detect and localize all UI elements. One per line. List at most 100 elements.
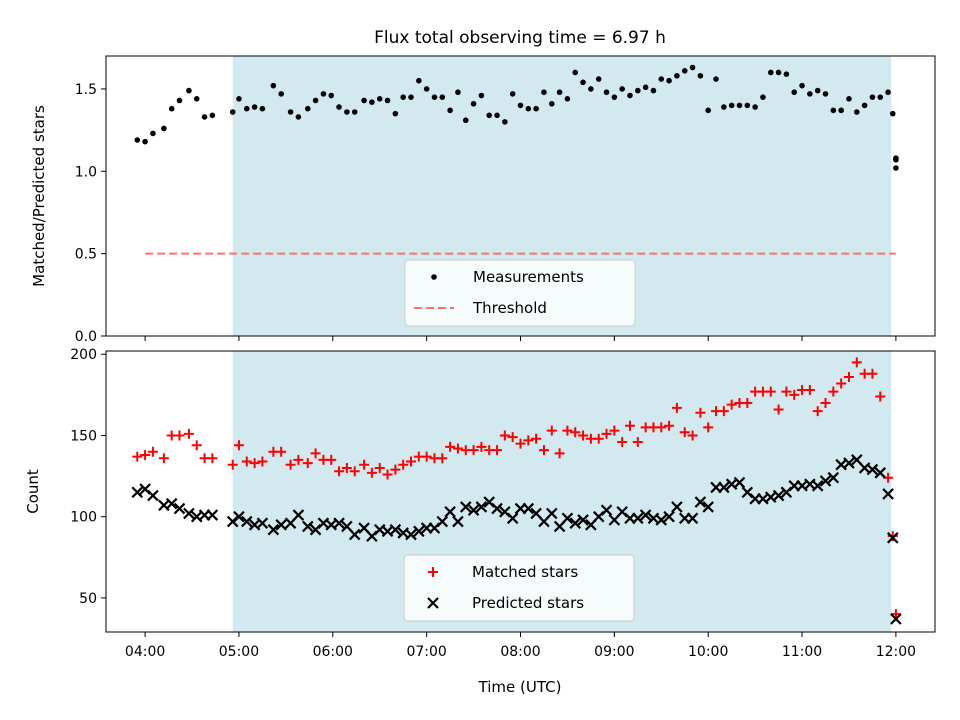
matched-star-point xyxy=(656,422,667,433)
measurement-point xyxy=(736,102,743,109)
matched-star-point xyxy=(366,467,377,478)
legend: Matched stars Predicted stars xyxy=(403,554,635,622)
matched-star-point xyxy=(609,425,620,436)
x-tick-label: 11:00 xyxy=(782,644,822,660)
measurement-point xyxy=(336,104,342,110)
predicted-star-point xyxy=(600,504,613,516)
x-tick-label: 09:00 xyxy=(594,644,634,660)
matched-star-point xyxy=(703,422,714,433)
predicted-star-point xyxy=(348,528,361,541)
measurement-point xyxy=(287,109,294,115)
matched-star-point xyxy=(293,454,304,465)
measurement-point xyxy=(650,87,657,94)
measurement-point xyxy=(869,94,876,100)
matched-star-point xyxy=(233,440,244,451)
matched-star-point xyxy=(804,384,815,395)
matched-star-point xyxy=(538,445,549,456)
matched-star-point xyxy=(140,449,151,460)
matched-star-point xyxy=(687,430,698,441)
matched-star-point xyxy=(437,453,448,464)
matched-star-point xyxy=(875,391,886,402)
measurement-point xyxy=(455,89,461,96)
legend-plus-icon xyxy=(428,567,438,577)
matched-star-point xyxy=(285,459,296,470)
matched-star-point xyxy=(828,386,839,397)
matched-star-point xyxy=(452,443,463,454)
predicted-star-point xyxy=(886,532,899,544)
matched-star-point xyxy=(593,433,604,444)
figure-title: Flux total observing time = 6.97 h xyxy=(374,28,666,48)
matched-star-point xyxy=(843,371,854,382)
predicted-star-point xyxy=(256,517,269,529)
matched-star-point xyxy=(632,436,643,447)
measurement-point xyxy=(168,105,175,112)
measurement-point xyxy=(799,82,805,89)
measurement-point xyxy=(666,77,672,84)
matched-star-point xyxy=(820,397,831,408)
predicted-star-point xyxy=(843,457,855,469)
measurement-point xyxy=(689,64,696,71)
measurement-point xyxy=(674,72,680,79)
predicted-star-point xyxy=(491,502,503,515)
matched-star-point xyxy=(147,446,158,457)
matched-star-point xyxy=(867,368,878,379)
measurement-point xyxy=(431,94,438,100)
measurement-point xyxy=(312,97,319,104)
measurement-point xyxy=(423,86,430,92)
measurement-point xyxy=(642,84,649,91)
predicted-star-point xyxy=(671,501,683,513)
predicted-star-point xyxy=(436,515,449,528)
series-matched-stars xyxy=(132,357,901,620)
y-axis-label: Matched/Predicted stars xyxy=(30,105,48,287)
y-tick-label: 0.5 xyxy=(75,247,97,263)
measurement-point xyxy=(209,112,216,119)
measurement-point xyxy=(705,107,711,114)
predicted-star-point xyxy=(452,515,464,528)
measurement-point xyxy=(588,86,594,92)
legend-label: Threshold xyxy=(472,299,547,317)
measurement-point xyxy=(376,96,383,102)
measurement-point xyxy=(791,89,798,96)
x-tick-label: 05:00 xyxy=(219,644,259,660)
measurement-point xyxy=(344,109,350,115)
bottom-panel-counts: 50 100 150 200 04:00 05:00 06:00 07:00 08:00 09:0… xyxy=(24,347,936,660)
measurement-point xyxy=(877,94,884,100)
measurement-point xyxy=(134,137,141,143)
measurement-point xyxy=(351,109,358,115)
predicted-star-point xyxy=(506,512,519,525)
matched-star-point xyxy=(499,430,510,441)
predicted-star-point xyxy=(333,517,345,529)
measurement-point xyxy=(728,102,735,109)
measurement-point xyxy=(783,71,790,77)
matched-star-point xyxy=(624,420,635,431)
matched-star-point xyxy=(445,441,456,452)
predicted-star-point xyxy=(811,480,824,492)
measurement-point xyxy=(814,87,821,94)
predicted-star-point xyxy=(131,486,144,499)
measurement-point xyxy=(142,138,148,145)
matched-star-point xyxy=(326,454,337,465)
y-tick-label: 1.0 xyxy=(75,164,97,180)
measurement-point xyxy=(295,114,302,120)
measurement-point xyxy=(889,110,896,117)
matched-star-point xyxy=(334,466,345,477)
matched-star-point xyxy=(617,436,628,447)
predicted-star-point xyxy=(292,509,305,521)
measurement-point xyxy=(408,94,414,100)
x-tick-label: 04:00 xyxy=(125,644,165,660)
matched-star-point xyxy=(562,425,573,436)
predicted-star-point xyxy=(275,519,287,531)
predicted-star-point xyxy=(522,502,535,515)
measurement-point xyxy=(439,94,446,100)
predicted-star-point xyxy=(405,528,417,541)
matched-star-point xyxy=(349,466,360,477)
measurement-point xyxy=(893,165,899,171)
measurement-point xyxy=(478,92,485,99)
matched-star-point xyxy=(546,425,557,436)
x-tick-label: 08:00 xyxy=(500,644,540,660)
matched-star-point xyxy=(257,456,268,467)
predicted-star-point xyxy=(733,476,746,489)
matched-star-point xyxy=(249,458,260,469)
measurement-point xyxy=(556,89,563,96)
